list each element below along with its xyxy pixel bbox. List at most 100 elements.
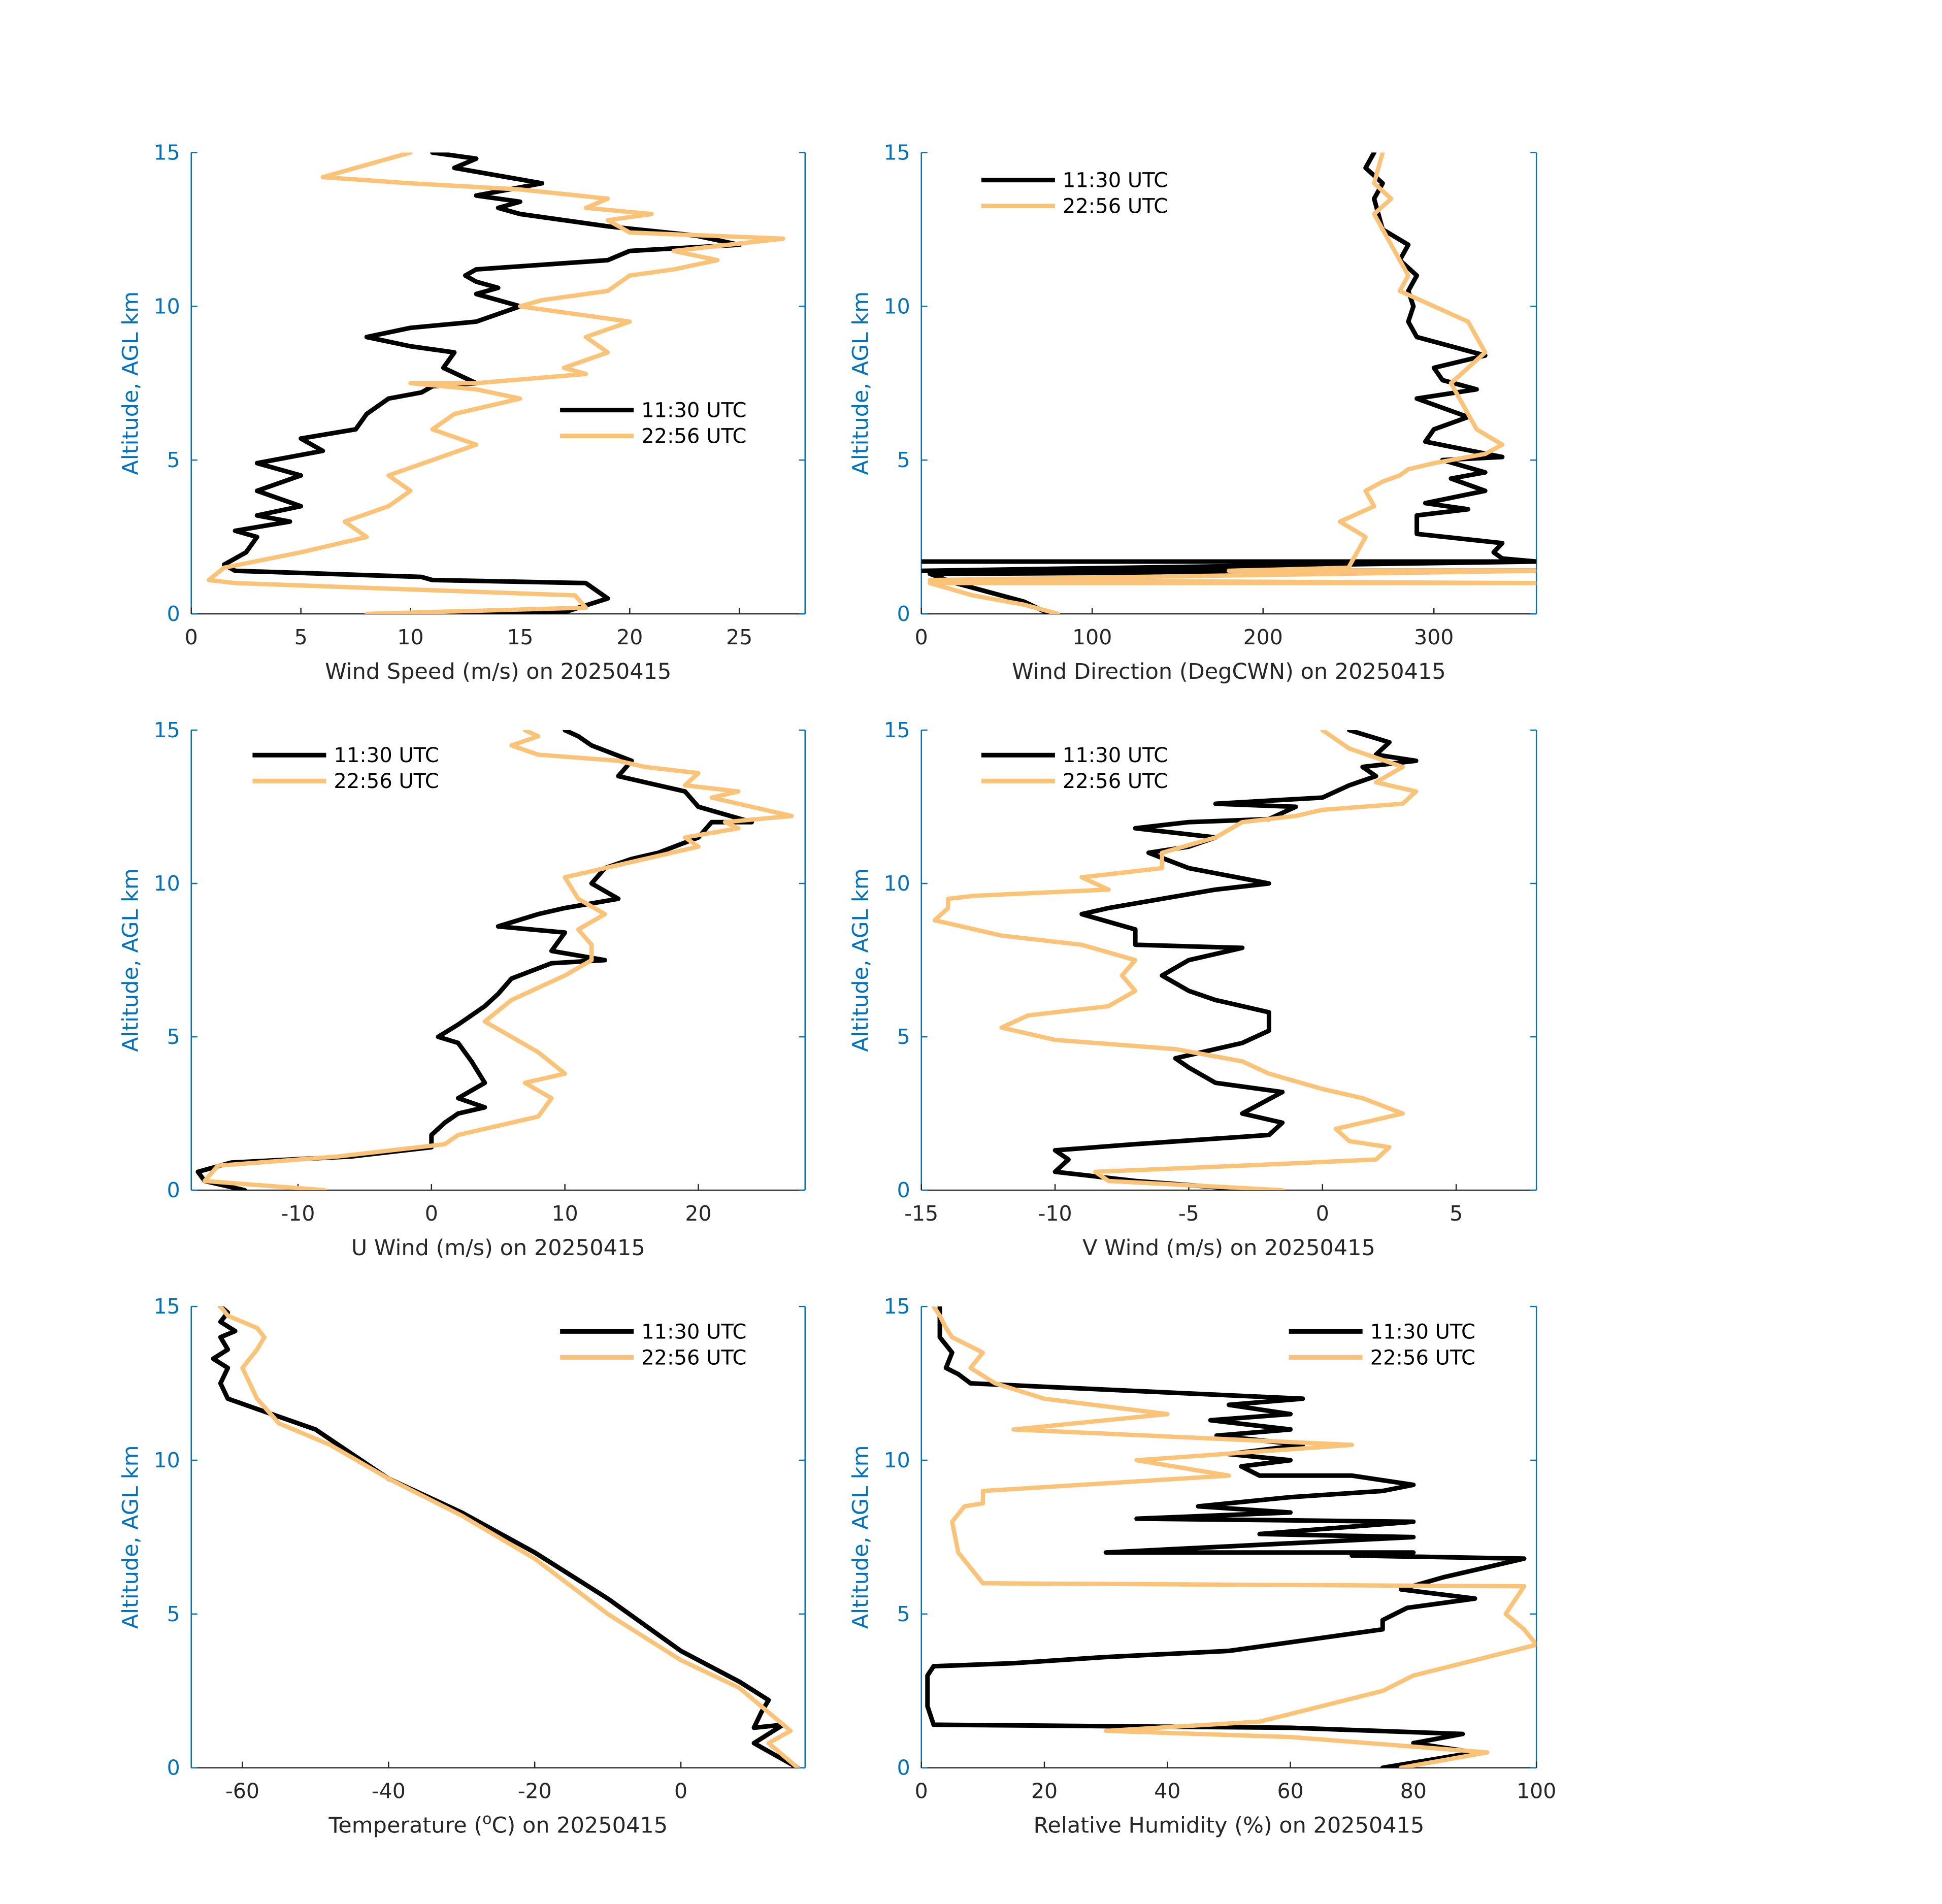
x-tick-label: 10 xyxy=(552,1201,578,1226)
y-tick-label: 5 xyxy=(167,1025,180,1049)
y-axis-label: Altitude, AGL km xyxy=(118,868,144,1052)
x-tick-label: 200 xyxy=(1243,625,1283,649)
panel-wind-speed: 0 5 10 15 0 5 10 15 20 25 Wind Speed (m/s) on 2025… xyxy=(118,140,806,684)
legend: 11:30 UTC 22:56 UTC xyxy=(252,744,439,793)
legend-label: 11:30 UTC xyxy=(334,744,439,767)
y-tick-label: 10 xyxy=(154,871,180,896)
plot-area xyxy=(921,152,1537,614)
y-tick-label: 0 xyxy=(897,602,910,626)
legend: 11:30 UTC 22:56 UTC xyxy=(560,399,746,448)
series-line-2256-utc xyxy=(932,730,1419,1191)
y-tick-label: 15 xyxy=(884,140,910,165)
x-tick-label: 100 xyxy=(1517,1779,1556,1803)
x-axis-label: V Wind (m/s) on 20250415 xyxy=(1082,1235,1375,1261)
y-tick-label: 0 xyxy=(897,1756,910,1780)
series-line-1130-utc xyxy=(195,730,754,1191)
legend-label: 11:30 UTC xyxy=(641,399,746,422)
series-line-2256-utc xyxy=(202,730,794,1191)
x-axis-label: Temperature (oC) on 20250415 xyxy=(328,1810,668,1839)
x-tick-label: 300 xyxy=(1414,625,1454,649)
y-tick-label: 5 xyxy=(167,448,180,472)
x-tick-label: -5 xyxy=(1178,1201,1199,1226)
plot-area xyxy=(925,1306,1537,1768)
x-tick-label: 20 xyxy=(616,625,643,649)
x-tick-label: 0 xyxy=(915,1779,928,1803)
x-axis-label: Wind Direction (DegCWN) on 20250415 xyxy=(1012,659,1446,684)
y-tick-label: 10 xyxy=(884,1448,910,1472)
x-tick-label: -60 xyxy=(225,1779,259,1803)
plot-area xyxy=(932,730,1419,1191)
legend-label: 11:30 UTC xyxy=(641,1320,746,1343)
y-tick-label: 0 xyxy=(167,1756,180,1780)
x-tick-label: 10 xyxy=(397,625,423,649)
y-tick-label: 10 xyxy=(154,294,180,318)
series-line-2256-utc xyxy=(931,1306,1537,1768)
y-tick-label: 5 xyxy=(897,1602,910,1626)
y-tick-label: 10 xyxy=(154,1448,180,1472)
plot-area xyxy=(195,730,794,1191)
y-tick-label: 5 xyxy=(167,1602,180,1626)
y-tick-label: 0 xyxy=(167,1178,180,1202)
y-tick-label: 15 xyxy=(884,718,910,742)
y-axis-label: Altitude, AGL km xyxy=(848,1446,874,1629)
y-tick-label: 5 xyxy=(897,448,910,472)
legend-label: 11:30 UTC xyxy=(1063,744,1168,767)
legend-label: 11:30 UTC xyxy=(1063,169,1168,192)
y-tick-label: 10 xyxy=(884,294,910,318)
y-tick-label: 15 xyxy=(154,718,180,742)
series-line-1130-utc xyxy=(921,152,1537,614)
x-tick-label: 0 xyxy=(915,625,928,649)
legend-label: 22:56 UTC xyxy=(334,770,439,793)
x-tick-label: 20 xyxy=(1031,1779,1058,1803)
panel-u-wind: 0 5 10 15 -10 0 10 20 U Wind (m/s) on 20250415 Al… xyxy=(118,718,806,1261)
panel-wind-direction: 0 5 10 15 0 100 200 300 Wind Direction (DegCWN) … xyxy=(848,140,1537,684)
x-tick-label: 0 xyxy=(425,1201,438,1226)
legend: 11:30 UTC 22:56 UTC xyxy=(1289,1320,1475,1369)
x-tick-label: -40 xyxy=(372,1779,406,1803)
y-tick-label: 15 xyxy=(884,1294,910,1319)
series-line-2256-utc xyxy=(218,1306,800,1768)
y-tick-label: 15 xyxy=(154,140,180,165)
x-tick-label: -20 xyxy=(518,1779,552,1803)
x-tick-label: 40 xyxy=(1154,1779,1180,1803)
plot-area xyxy=(207,152,785,614)
legend-label: 11:30 UTC xyxy=(1370,1320,1475,1343)
x-tick-label: 25 xyxy=(726,625,752,649)
x-axis-label: U Wind (m/s) on 20250415 xyxy=(351,1235,645,1261)
series-line-2256-utc xyxy=(207,152,785,614)
y-tick-label: 0 xyxy=(167,602,180,626)
x-axis-label: Relative Humidity (%) on 20250415 xyxy=(1033,1813,1424,1839)
x-tick-label: 20 xyxy=(685,1201,711,1226)
y-axis-label: Altitude, AGL km xyxy=(118,291,144,475)
series-line-2256-utc xyxy=(928,152,1537,614)
x-tick-label: 0 xyxy=(674,1779,687,1803)
x-tick-label: 100 xyxy=(1072,625,1112,649)
series-line-1130-utc xyxy=(925,1306,1527,1768)
y-axis-label: Altitude, AGL km xyxy=(118,1446,144,1629)
y-tick-label: 5 xyxy=(897,1025,910,1049)
x-tick-label: -15 xyxy=(904,1201,938,1226)
x-tick-label: 80 xyxy=(1400,1779,1427,1803)
legend-label: 22:56 UTC xyxy=(641,425,746,448)
series-line-1130-utc xyxy=(211,1306,800,1768)
x-tick-label: 0 xyxy=(1316,1201,1329,1226)
legend: 11:30 UTC 22:56 UTC xyxy=(981,744,1168,793)
x-tick-label: -10 xyxy=(281,1201,315,1226)
legend: 11:30 UTC 22:56 UTC xyxy=(560,1320,746,1369)
y-axis-label: Altitude, AGL km xyxy=(848,868,874,1052)
plot-area xyxy=(211,1306,800,1768)
y-tick-label: 0 xyxy=(897,1178,910,1202)
legend-label: 22:56 UTC xyxy=(641,1346,746,1369)
x-tick-label: 0 xyxy=(185,625,198,649)
legend: 11:30 UTC 22:56 UTC xyxy=(981,169,1168,218)
legend-label: 22:56 UTC xyxy=(1370,1346,1475,1369)
y-tick-label: 15 xyxy=(154,1294,180,1319)
series-line-1130-utc xyxy=(1052,730,1419,1191)
panel-v-wind: 0 5 10 15 -15 -10 -5 0 5 V Wind (m/s) on 20250415… xyxy=(848,718,1537,1261)
panel-relative-humidity: 0 5 10 15 0 20 40 60 80 100 Relative Humidity (%) … xyxy=(848,1294,1557,1839)
x-tick-label: 5 xyxy=(1450,1201,1463,1226)
x-tick-label: 60 xyxy=(1277,1779,1304,1803)
legend-label: 22:56 UTC xyxy=(1063,770,1168,793)
